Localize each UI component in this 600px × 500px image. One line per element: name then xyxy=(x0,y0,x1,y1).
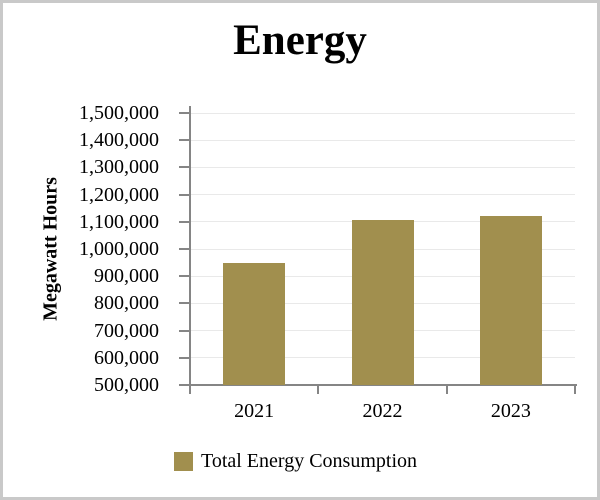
y-tick-label: 1,400,000 xyxy=(79,129,159,152)
y-axis-line xyxy=(189,106,191,385)
y-axis-tick xyxy=(179,329,190,332)
y-axis-tick xyxy=(179,193,190,196)
x-axis-tick xyxy=(317,385,320,394)
legend: Total Energy Consumption xyxy=(174,450,417,472)
y-tick-label: 500,000 xyxy=(94,374,159,396)
y-gridline xyxy=(190,112,575,114)
y-tick-label: 1,100,000 xyxy=(79,210,159,233)
y-tick-label: 1,200,000 xyxy=(79,183,159,206)
bar xyxy=(351,220,414,385)
y-axis-tick xyxy=(179,139,190,142)
y-tick-label: 800,000 xyxy=(94,292,159,315)
y-axis-tick xyxy=(179,248,190,250)
y-tick-label: 1,000,000 xyxy=(79,238,159,260)
x-axis-label: 2022 xyxy=(362,400,403,422)
y-tick-label: 1,300,000 xyxy=(79,156,159,179)
x-axis-label: 2021 xyxy=(234,400,275,422)
y-axis-tick xyxy=(179,112,190,114)
chart-title: Energy xyxy=(233,17,367,64)
y-axis-tick xyxy=(179,384,190,386)
y-gridline xyxy=(190,139,575,141)
x-axis-label: 2023 xyxy=(490,400,531,422)
y-axis-tick xyxy=(179,275,190,278)
bar xyxy=(479,216,542,385)
y-axis-tick xyxy=(179,356,190,359)
y-tick-label: 600,000 xyxy=(94,346,159,369)
legend-swatch xyxy=(174,451,193,471)
x-axis-tick xyxy=(189,385,191,394)
y-gridline xyxy=(190,166,575,168)
y-gridline xyxy=(190,194,575,196)
y-axis-tick xyxy=(179,166,190,169)
x-axis-tick xyxy=(445,385,448,394)
x-axis-line xyxy=(188,384,577,386)
x-axis-tick xyxy=(574,385,576,394)
y-axis-tick xyxy=(179,220,190,223)
y-tick-label: 1,500,000 xyxy=(79,102,159,124)
y-tick-label: 900,000 xyxy=(94,265,159,288)
y-axis-tick xyxy=(179,302,190,305)
legend-label: Total Energy Consumption xyxy=(201,450,417,472)
y-tick-label: 700,000 xyxy=(94,319,159,342)
bar xyxy=(223,262,286,385)
